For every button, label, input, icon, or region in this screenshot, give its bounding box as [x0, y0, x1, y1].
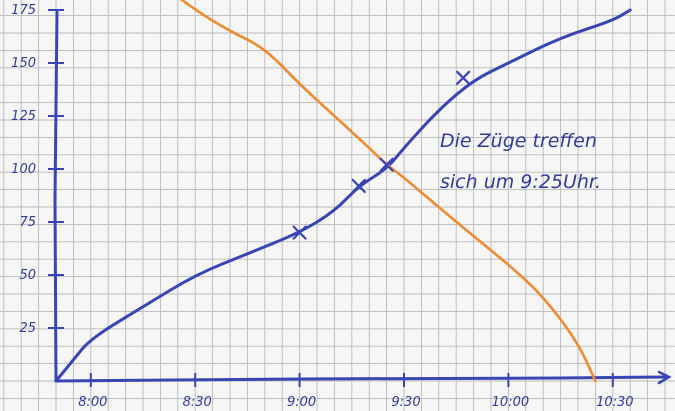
x-axis: [54, 375, 670, 383]
data-point-marker: [379, 157, 394, 172]
y-tick-label: 25: [19, 321, 36, 336]
markers: [292, 70, 471, 240]
data-point-marker: [292, 225, 307, 240]
series-line-2: [180, 0, 597, 383]
x-tick-label: 10:30: [596, 395, 633, 410]
x-tick-label: 9:00: [287, 395, 316, 410]
y-tick-label: 175: [11, 3, 36, 18]
data-point-marker: [456, 70, 471, 85]
series-line-1: [54, 8, 632, 383]
x-axis-arrowhead: [657, 370, 672, 385]
data-point-marker: [351, 178, 366, 194]
y-tick-label: 75: [19, 215, 36, 230]
note-line-2: sich um 9:25Uhr.: [440, 171, 601, 193]
x-tick-label: 8:30: [183, 395, 212, 410]
x-tick-label: 8:00: [78, 395, 107, 410]
meeting-note: Die Züge treffen sich um 9:25Uhr.: [440, 130, 601, 193]
y-tick-label: 50: [19, 268, 36, 283]
y-tick-label: 100: [11, 162, 36, 177]
y-tick-label: 150: [11, 56, 36, 71]
y-tick-label: 125: [11, 109, 36, 124]
axes: [53, 10, 672, 385]
series: [54, 0, 632, 383]
x-tick-label: 9:30: [391, 395, 420, 410]
x-tick-label: 10:00: [492, 395, 529, 410]
ticks: 25 50 75 100 125 150 175 8:00 8:30 9:00 9:30 10:00 1…: [11, 3, 633, 410]
note-line-1: Die Züge treffen: [440, 130, 597, 152]
y-axis: [53, 10, 59, 383]
